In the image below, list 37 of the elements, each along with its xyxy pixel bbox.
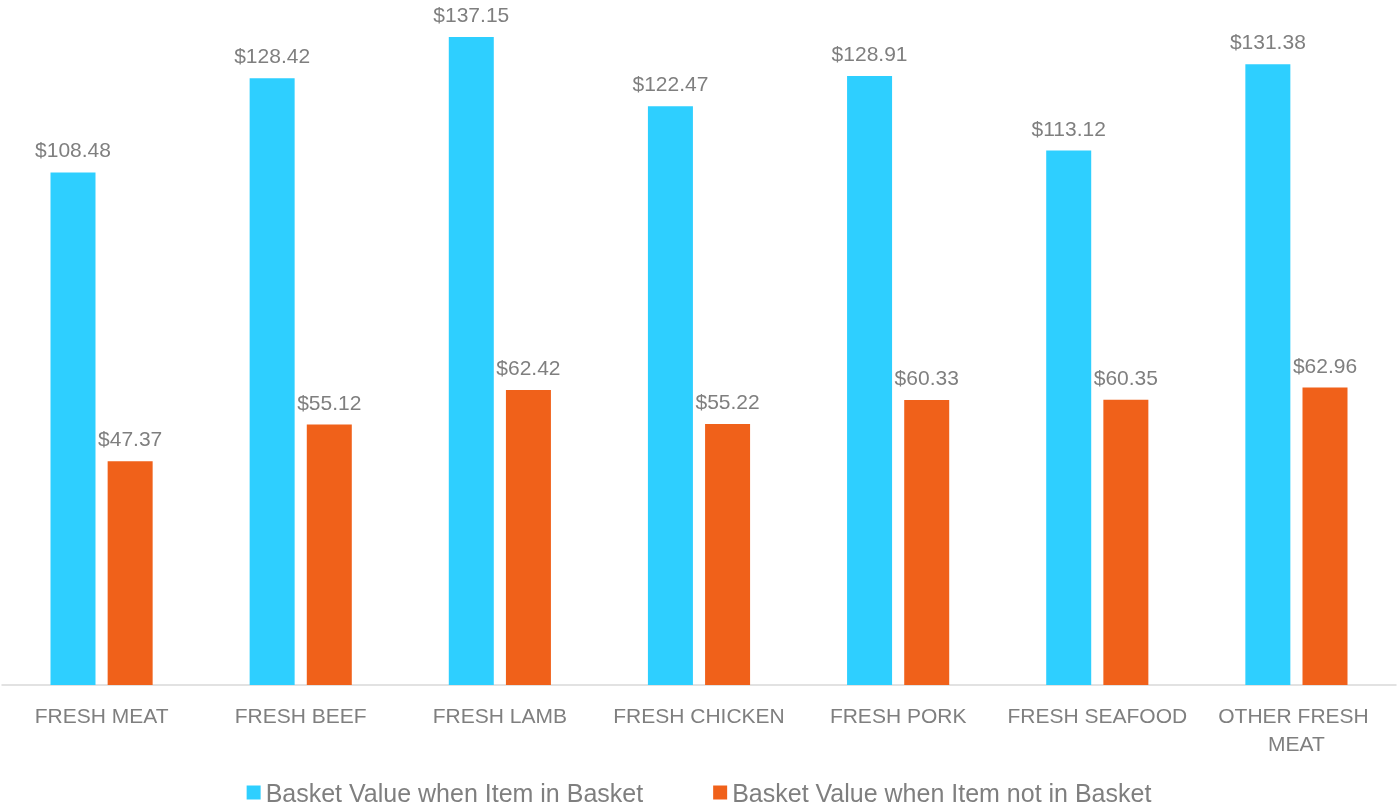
x-tick-label: FRESH MEAT: [34, 703, 169, 727]
bar: [249, 78, 295, 685]
x-tick-label: FRESH SEAFOOD: [1007, 703, 1188, 727]
data-label: $60.35: [1093, 365, 1158, 389]
x-tick-label: FRESH LAMB: [432, 703, 567, 727]
bar: [904, 399, 950, 685]
x-tick-label: FRESH CHICKEN: [613, 703, 785, 727]
bar: [647, 106, 693, 685]
data-label: $62.96: [1292, 353, 1358, 377]
x-tick-label: FRESH PORK: [829, 703, 967, 727]
bar: [1103, 399, 1149, 685]
bar: [705, 424, 751, 685]
bar: [50, 172, 96, 685]
data-label: $113.12: [1031, 116, 1106, 140]
data-label: $108.48: [35, 138, 111, 162]
bar: [107, 461, 153, 685]
data-label: $60.33: [894, 365, 959, 389]
bar: [448, 37, 494, 685]
bar: [505, 390, 551, 685]
x-tick-label: OTHER FRESH MEAT: [1218, 703, 1375, 755]
bar: [1302, 387, 1348, 685]
legend-label: Basket Value when Item in Basket: [265, 778, 644, 807]
data-label: $55.22: [695, 390, 760, 414]
x-tick-label: FRESH BEEF: [234, 703, 367, 727]
data-label: $137.15: [433, 3, 510, 26]
bar: [847, 75, 893, 685]
bar: [1046, 150, 1092, 685]
data-label: $122.47: [632, 72, 709, 96]
data-label: $128.91: [831, 41, 908, 65]
legend-label: Basket Value when Item not in Basket: [732, 778, 1152, 807]
bar: [306, 424, 352, 685]
data-label: $128.42: [234, 44, 311, 68]
data-label: $55.12: [297, 390, 362, 414]
data-label: $62.42: [496, 356, 561, 380]
data-label: $131.38: [1229, 30, 1306, 54]
data-label: $47.37: [98, 427, 163, 451]
bar: [1245, 64, 1291, 685]
